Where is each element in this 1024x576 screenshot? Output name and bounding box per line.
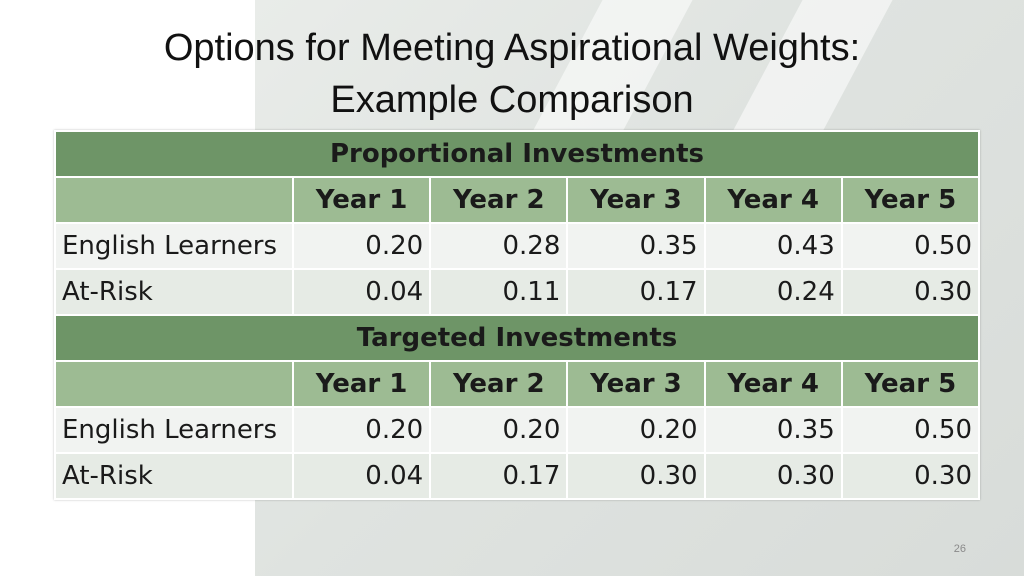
row-label: English Learners bbox=[54, 222, 294, 270]
column-header: Year 3 bbox=[566, 176, 706, 224]
column-header-row: Year 1 Year 2 Year 3 Year 4 Year 5 bbox=[54, 176, 981, 224]
table-cell: 0.20 bbox=[291, 406, 432, 454]
section-header-row: Proportional Investments bbox=[54, 130, 980, 178]
slide-title-line1: Options for Meeting Aspirational Weights… bbox=[163, 27, 861, 69]
table-row: At-Risk 0.04 0.17 0.30 0.30 0.30 bbox=[54, 452, 981, 500]
table-cell: 0.35 bbox=[703, 406, 843, 454]
column-header-row: Year 1 Year 2 Year 3 Year 4 Year 5 bbox=[54, 360, 981, 408]
table-cell: 0.20 bbox=[429, 406, 569, 454]
section-header-row: Targeted Investments bbox=[54, 314, 980, 362]
column-header: Year 1 bbox=[291, 176, 432, 224]
table-cell: 0.30 bbox=[840, 452, 981, 500]
column-header: Year 5 bbox=[840, 176, 981, 224]
column-header: Year 2 bbox=[429, 360, 569, 408]
column-header: Year 2 bbox=[429, 176, 569, 224]
table-cell: 0.24 bbox=[703, 268, 843, 316]
table-cell: 0.04 bbox=[291, 268, 432, 316]
slide-title-line2: Example Comparison bbox=[330, 79, 694, 121]
table-cell: 0.17 bbox=[429, 452, 569, 500]
row-label: English Learners bbox=[54, 406, 294, 454]
table-row: English Learners 0.20 0.28 0.35 0.43 0.5… bbox=[54, 222, 981, 270]
column-header: Year 4 bbox=[703, 176, 843, 224]
row-label: At-Risk bbox=[54, 452, 294, 500]
table-cell: 0.30 bbox=[840, 268, 981, 316]
table-row: English Learners 0.20 0.20 0.20 0.35 0.5… bbox=[54, 406, 981, 454]
column-header-empty bbox=[54, 360, 294, 408]
table-cell: 0.20 bbox=[566, 406, 706, 454]
column-header: Year 4 bbox=[703, 360, 843, 408]
table-cell: 0.17 bbox=[566, 268, 706, 316]
table-row: At-Risk 0.04 0.11 0.17 0.24 0.30 bbox=[54, 268, 981, 316]
column-header: Year 1 bbox=[291, 360, 432, 408]
table-cell: 0.20 bbox=[291, 222, 432, 270]
comparison-table: Proportional Investments Year 1 Year 2 Y… bbox=[54, 130, 981, 500]
section-heading: Targeted Investments bbox=[54, 314, 980, 362]
table-cell: 0.43 bbox=[703, 222, 843, 270]
table-cell: 0.30 bbox=[566, 452, 706, 500]
section-heading: Proportional Investments bbox=[54, 130, 980, 178]
column-header: Year 3 bbox=[566, 360, 706, 408]
table-cell: 0.28 bbox=[429, 222, 569, 270]
table-cell: 0.50 bbox=[840, 222, 981, 270]
table-cell: 0.30 bbox=[703, 452, 843, 500]
column-header-empty bbox=[54, 176, 294, 224]
table-cell: 0.04 bbox=[291, 452, 432, 500]
table-cell: 0.11 bbox=[429, 268, 569, 316]
table-cell: 0.50 bbox=[840, 406, 981, 454]
page-number: 26 bbox=[953, 543, 966, 555]
row-label: At-Risk bbox=[54, 268, 294, 316]
column-header: Year 5 bbox=[840, 360, 981, 408]
table-cell: 0.35 bbox=[566, 222, 706, 270]
slide-title: Options for Meeting Aspirational Weights… bbox=[0, 22, 1024, 126]
